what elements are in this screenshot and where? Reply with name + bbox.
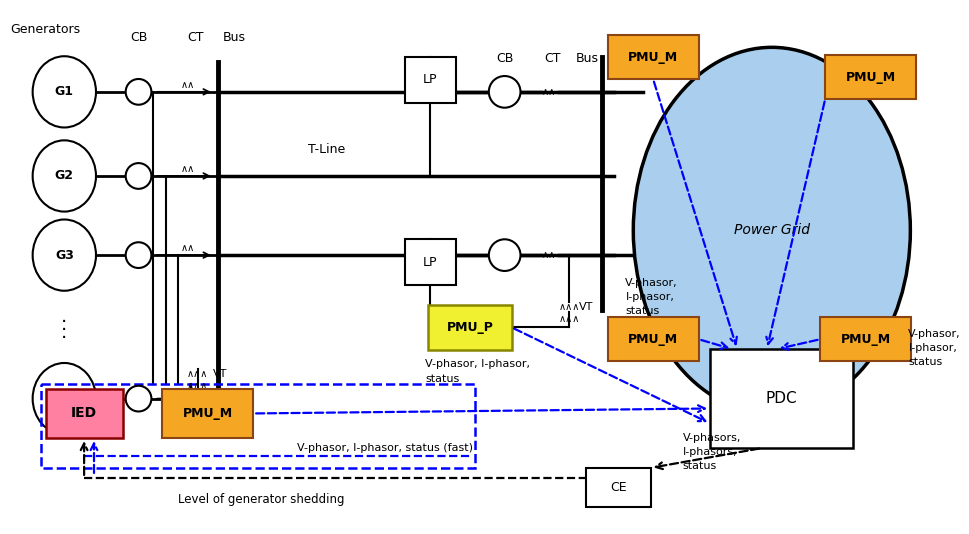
Ellipse shape <box>33 363 96 434</box>
Text: PMU_M: PMU_M <box>627 333 677 345</box>
Circle shape <box>126 163 151 189</box>
Ellipse shape <box>33 140 96 211</box>
Text: PMU_M: PMU_M <box>627 51 677 64</box>
Text: PMU_M: PMU_M <box>840 333 890 345</box>
Text: V-phasor,: V-phasor, <box>907 329 960 339</box>
Circle shape <box>126 242 151 268</box>
Text: CB: CB <box>130 30 147 43</box>
Bar <box>428 304 511 350</box>
Text: status: status <box>682 461 716 471</box>
Text: .: . <box>61 307 68 326</box>
Bar <box>825 55 916 99</box>
Text: VT: VT <box>212 369 227 379</box>
Text: Bus: Bus <box>575 52 598 65</box>
Text: .: . <box>61 315 68 334</box>
Text: V-phasor,: V-phasor, <box>625 278 677 288</box>
Circle shape <box>126 386 151 412</box>
Bar <box>820 318 911 361</box>
Text: G3: G3 <box>55 249 74 262</box>
Ellipse shape <box>633 48 910 413</box>
Bar <box>41 384 475 468</box>
Circle shape <box>488 239 520 271</box>
Text: status: status <box>625 305 659 316</box>
Text: V-phasors,: V-phasors, <box>682 433 740 443</box>
Text: LP: LP <box>422 256 437 269</box>
Text: .: . <box>61 323 68 342</box>
Text: CT: CT <box>187 30 203 43</box>
Bar <box>404 239 455 285</box>
Text: ∧∧∧: ∧∧∧ <box>558 302 579 312</box>
Text: Bus: Bus <box>223 30 245 43</box>
Bar <box>709 349 853 448</box>
Text: ∧∧: ∧∧ <box>180 80 195 90</box>
Text: IED: IED <box>71 406 97 420</box>
Text: CE: CE <box>610 481 626 494</box>
Text: PMU_M: PMU_M <box>845 70 895 83</box>
Bar <box>607 35 698 79</box>
Text: PMU_M: PMU_M <box>182 407 233 420</box>
Text: ∧∧: ∧∧ <box>180 244 195 253</box>
Text: I-phasor,: I-phasor, <box>907 343 956 353</box>
Text: G2: G2 <box>55 169 74 183</box>
Circle shape <box>488 76 520 108</box>
Text: VT: VT <box>578 302 593 311</box>
Text: V-phasor, I-phasor, status (fast): V-phasor, I-phasor, status (fast) <box>297 443 472 453</box>
Text: PDC: PDC <box>766 391 797 406</box>
Bar <box>404 57 455 103</box>
Bar <box>46 389 122 438</box>
Text: ∧∧∧: ∧∧∧ <box>558 313 579 324</box>
Bar <box>162 389 253 438</box>
Text: I-phasors,: I-phasors, <box>682 447 736 457</box>
Text: Gn: Gn <box>54 392 74 405</box>
Text: Generators: Generators <box>10 22 79 36</box>
Text: CB: CB <box>495 52 513 65</box>
Text: T-Line: T-Line <box>307 143 345 156</box>
Text: ∧∧: ∧∧ <box>180 387 195 397</box>
Text: Level of generator shedding: Level of generator shedding <box>178 492 344 506</box>
Circle shape <box>126 79 151 105</box>
Text: ∧∧∧: ∧∧∧ <box>187 381 208 391</box>
Text: V-phasor, I-phasor,: V-phasor, I-phasor, <box>425 359 530 369</box>
Text: ∧∧: ∧∧ <box>542 250 556 260</box>
Text: ∧∧∧: ∧∧∧ <box>187 369 208 379</box>
Text: status: status <box>907 357 942 367</box>
Bar <box>585 468 650 507</box>
Text: ∧∧: ∧∧ <box>542 87 556 97</box>
Text: status: status <box>425 374 459 384</box>
Text: CT: CT <box>544 52 560 65</box>
Text: Power Grid: Power Grid <box>734 223 809 238</box>
Text: PMU_P: PMU_P <box>446 321 493 334</box>
Text: ∧∧: ∧∧ <box>180 164 195 174</box>
Text: G1: G1 <box>55 85 74 98</box>
Ellipse shape <box>33 56 96 128</box>
Bar <box>607 318 698 361</box>
Text: LP: LP <box>422 74 437 87</box>
Text: I-phasor,: I-phasor, <box>625 292 673 302</box>
Ellipse shape <box>33 219 96 290</box>
